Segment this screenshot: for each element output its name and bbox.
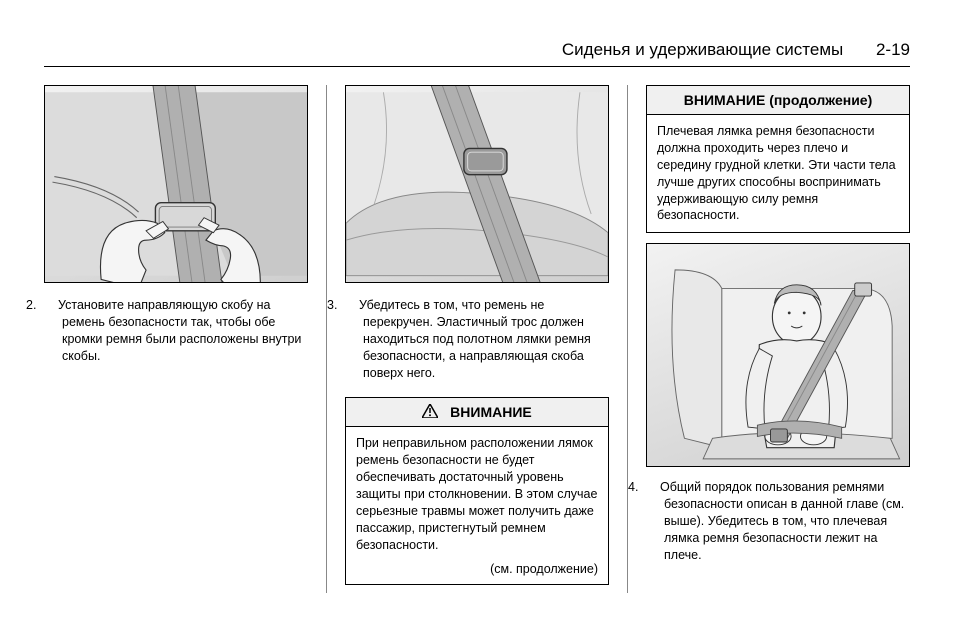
warning-continuation-note: (см. продолжение)	[346, 562, 608, 584]
warning-icon	[422, 404, 442, 420]
column-1: 2.Установите направляющую скобу на ремен…	[44, 85, 308, 593]
column-separator-1	[326, 85, 327, 593]
column-2: 3.Убедитесь в том, что ремень не перекру…	[345, 85, 609, 593]
manual-page: Сиденья и удерживающие системы 2-19	[0, 0, 954, 638]
step-2-number: 2.	[44, 297, 58, 314]
content-columns: 2.Установите направляющую скобу на ремен…	[44, 85, 910, 593]
step-4-number: 4.	[646, 479, 660, 496]
step-3-text: Убедитесь в том, что ремень не перекруче…	[359, 298, 591, 380]
page-header: Сиденья и удерживающие системы 2-19	[44, 40, 910, 67]
warning-continued-title: ВНИМАНИЕ (продолжение)	[684, 92, 873, 108]
section-title: Сиденья и удерживающие системы	[562, 40, 843, 60]
person-seatbelt-illustration	[647, 244, 909, 466]
warning-box-continued: ВНИМАНИЕ (продолжение) Плечевая лямка ре…	[646, 85, 910, 233]
step-4-caption: 4.Общий порядок пользования ремнями безо…	[646, 479, 910, 563]
step-3-caption: 3.Убедитесь в том, что ремень не перекру…	[345, 297, 609, 381]
step-3-number: 3.	[345, 297, 359, 314]
warning-box: ВНИМАНИЕ При неправильном расположении л…	[345, 397, 609, 584]
step-2-text: Установите направляющую скобу на ремень …	[58, 298, 301, 363]
warning-body: При неправильном расположении лямок реме…	[346, 427, 608, 561]
belt-on-seat-illustration	[346, 86, 608, 282]
figure-belt-on-seat	[345, 85, 609, 283]
warning-continued-body: Плечевая лямка ремня безопасности должна…	[647, 115, 909, 232]
step-4-text: Общий порядок пользования ремнями безопа…	[660, 480, 904, 562]
step-2-caption: 2.Установите направляющую скобу на ремен…	[44, 297, 308, 365]
page-number: 2-19	[876, 40, 910, 60]
figure-belt-guide-install	[44, 85, 308, 283]
warning-continued-header: ВНИМАНИЕ (продолжение)	[647, 86, 909, 115]
column-separator-2	[627, 85, 628, 593]
figure-person-seatbelt	[646, 243, 910, 467]
warning-title: ВНИМАНИЕ	[450, 404, 532, 420]
belt-guide-install-illustration	[45, 86, 307, 282]
warning-header: ВНИМАНИЕ	[346, 398, 608, 427]
column-3: ВНИМАНИЕ (продолжение) Плечевая лямка ре…	[646, 85, 910, 593]
